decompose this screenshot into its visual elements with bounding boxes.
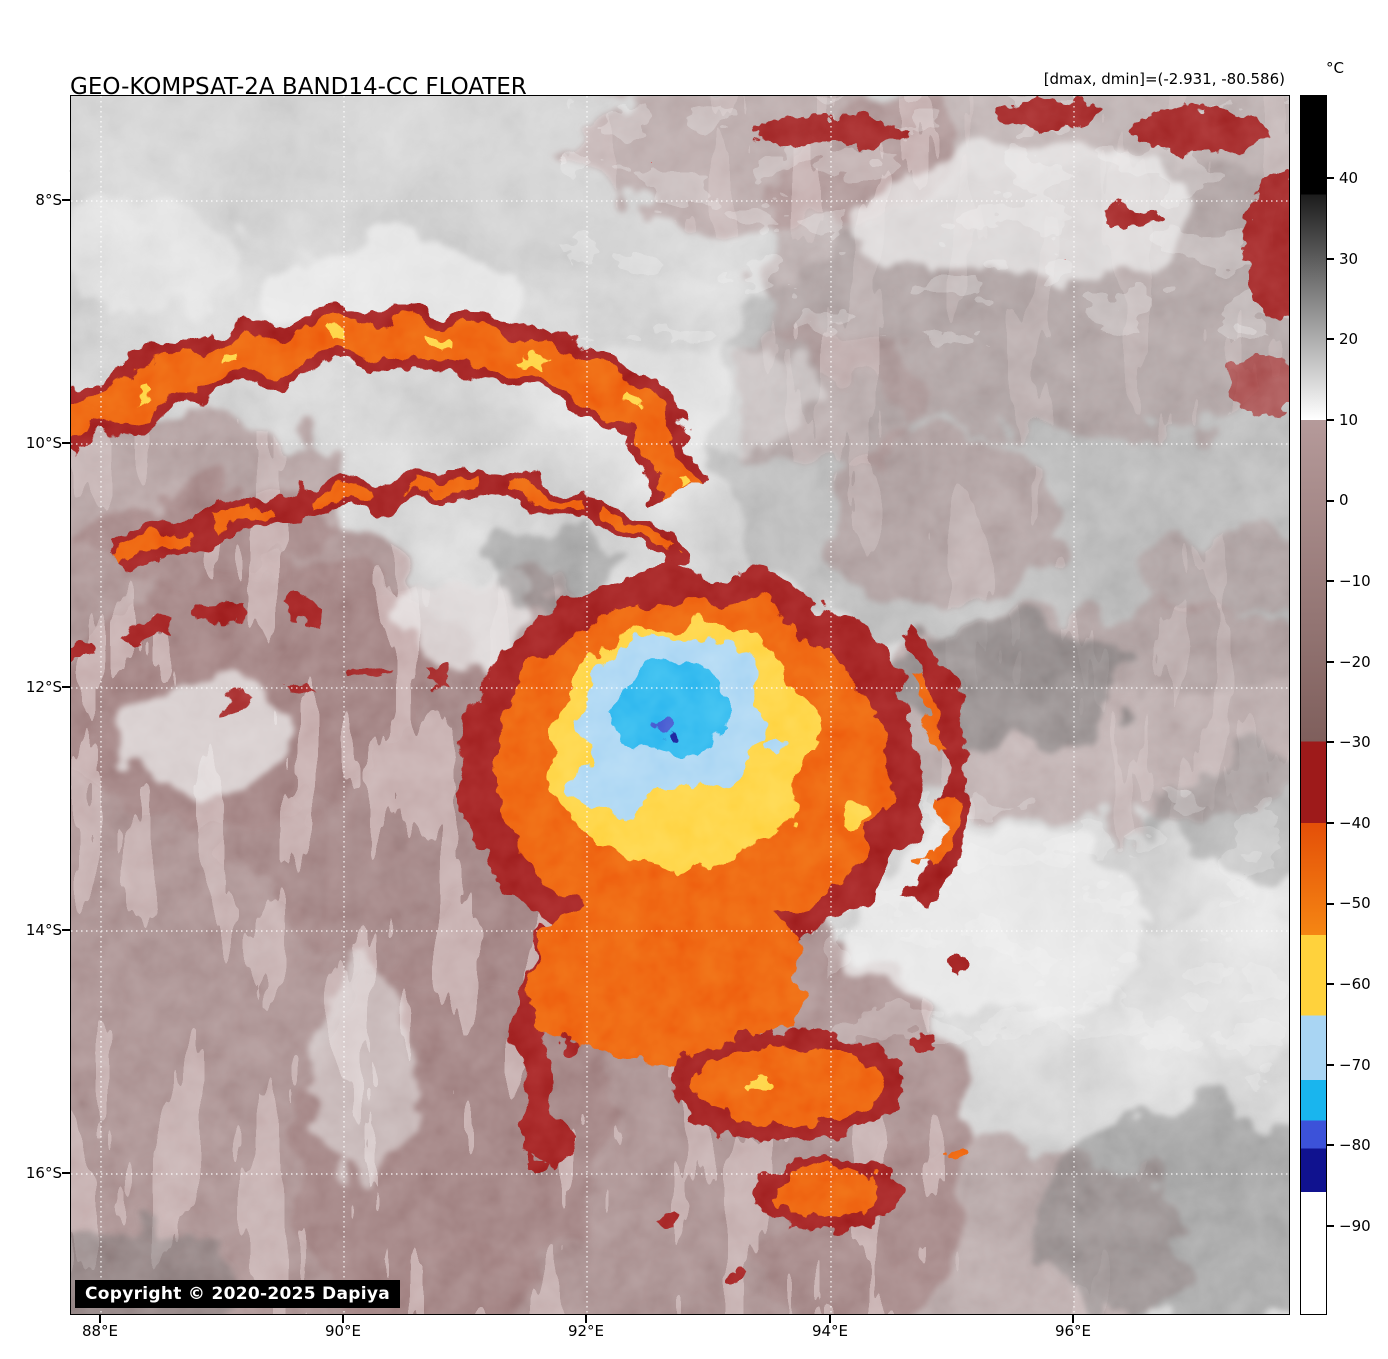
lat-axis-tick [62,442,70,444]
colorbar-tick-label: −90 [1339,1217,1371,1235]
colorbar-tick [1327,822,1334,824]
lon-tick-label: 88°E [81,1322,119,1340]
colorbar-tick [1327,580,1334,582]
colorbar-tick [1327,1064,1334,1066]
lon-axis-tick [99,1315,101,1323]
colorbar-tick [1327,177,1334,179]
colorbar-tick [1327,903,1334,905]
copyright-label: Copyright © 2020-2025 Dapiya [75,1280,400,1308]
colorbar-tick-label: 10 [1339,411,1359,429]
colorbar [1300,95,1327,1315]
colorbar-tick-label: 30 [1339,250,1359,268]
colorbar-tick [1327,338,1334,340]
colorbar-unit-label: °C [1326,59,1344,77]
lat-axis-tick [62,686,70,688]
lon-axis-tick [1072,1315,1074,1323]
lon-tick-label: 94°E [811,1322,849,1340]
lat-tick-label: 12°S [25,678,62,696]
lon-tick-label: 90°E [324,1322,362,1340]
lat-tick-label: 8°S [35,191,62,209]
lat-tick-label: 14°S [25,921,62,939]
colorbar-tick-label: −10 [1339,572,1371,590]
colorbar-tick-label: −60 [1339,975,1371,993]
lat-tick-label: 16°S [25,1164,62,1182]
colorbar-tick-label: −20 [1339,653,1371,671]
lon-tick-label: 92°E [567,1322,605,1340]
colorbar-tick-label: −70 [1339,1056,1371,1074]
colorbar-tick-label: 0 [1339,491,1349,509]
colorbar-tick-label: −80 [1339,1136,1371,1154]
colorbar-tick-label: 20 [1339,330,1359,348]
colorbar-tick [1327,741,1334,743]
colorbar-tick [1327,983,1334,985]
colorbar-tick-label: 40 [1339,169,1359,187]
colorbar-tick [1327,500,1334,502]
lon-axis-tick [585,1315,587,1323]
lat-axis-tick [62,1172,70,1174]
colorbar-tick [1327,661,1334,663]
colorbar-tick [1327,419,1334,421]
colorbar-tick [1327,1144,1334,1146]
lon-axis-tick [342,1315,344,1323]
texture-grain [71,96,1289,1314]
satellite-map: Copyright © 2020-2025 Dapiya [70,95,1290,1315]
graticule [71,96,1289,1314]
lat-axis-tick [62,199,70,201]
colorbar-tick-label: −50 [1339,894,1371,912]
colorbar-tick-label: −30 [1339,733,1371,751]
lat-axis-tick [62,929,70,931]
dmax-dmin-annotation: [dmax, dmin]=(-2.931, -80.586) [1043,70,1285,88]
lat-tick-label: 10°S [25,434,62,452]
lon-axis-tick [829,1315,831,1323]
satellite-image [71,96,1289,1314]
colorbar-tick-label: −40 [1339,814,1371,832]
colorbar-tick [1327,1225,1334,1227]
colorbar-tick [1327,258,1334,260]
lon-tick-label: 96°E [1054,1322,1092,1340]
